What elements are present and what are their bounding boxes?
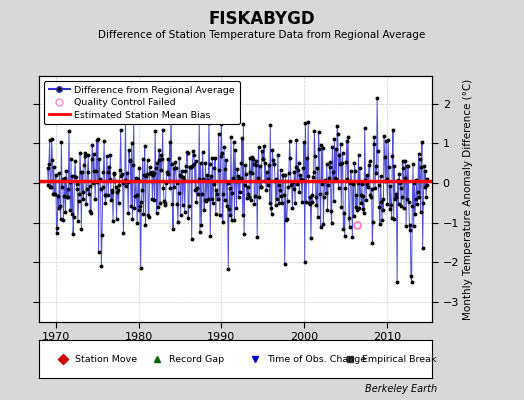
Y-axis label: Monthly Temperature Anomaly Difference (°C): Monthly Temperature Anomaly Difference (… <box>463 78 473 320</box>
Text: Empirical Break: Empirical Break <box>362 354 436 364</box>
Text: Berkeley Earth: Berkeley Earth <box>365 384 438 394</box>
Text: Time of Obs. Change: Time of Obs. Change <box>267 354 366 364</box>
Text: Station Move: Station Move <box>74 354 137 364</box>
Legend: Difference from Regional Average, Quality Control Failed, Estimated Station Mean: Difference from Regional Average, Qualit… <box>44 81 239 124</box>
Text: FISKABYGD: FISKABYGD <box>209 10 315 28</box>
Text: Record Gap: Record Gap <box>169 354 224 364</box>
Text: Difference of Station Temperature Data from Regional Average: Difference of Station Temperature Data f… <box>99 30 425 40</box>
